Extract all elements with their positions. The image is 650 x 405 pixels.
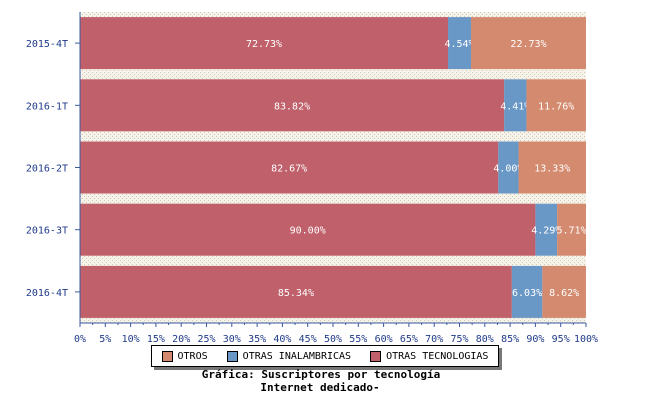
x-tick-label-6: 30% xyxy=(223,334,241,345)
data-label-2016-4t-otras-tecnologias: 85.34% xyxy=(278,288,314,299)
x-tick-label-5: 25% xyxy=(197,334,215,345)
data-label-2016-3t-otras-inalambricas: 4.29% xyxy=(531,226,561,237)
x-tick-label-18: 90% xyxy=(526,334,544,345)
bar-2016-1t-otras-tecnologias xyxy=(80,79,505,132)
y-tick-label-2015-4t: 2015-4T xyxy=(26,39,68,50)
x-tick-label-8: 40% xyxy=(273,334,291,345)
data-label-2016-3t-otros: 5.71% xyxy=(556,226,586,237)
x-tick-label-19: 95% xyxy=(552,334,570,345)
bar-2016-3t-otras-tecnologias xyxy=(80,203,536,256)
bar-2015-4t-otras-tecnologias xyxy=(80,17,449,70)
legend-item-otros: OTROS xyxy=(161,350,208,362)
x-tick-label-4: 20% xyxy=(172,334,190,345)
bar-2016-2t-otras-tecnologias xyxy=(80,141,499,194)
bar-2015-4t-otras-inalambricas xyxy=(448,17,471,70)
x-tick-label-14: 70% xyxy=(425,334,443,345)
x-tick-label-0: 0% xyxy=(74,334,86,345)
data-label-2015-4t-otras-inalambricas: 4.54% xyxy=(444,39,474,50)
legend: OTROS OTRAS INALAMBRICAS OTRAS TECNOLOGI… xyxy=(151,345,499,367)
x-tick-label-1: 5% xyxy=(99,334,111,345)
x-tick-label-17: 85% xyxy=(501,334,519,345)
bar-2016-1t-otras-inalambricas xyxy=(504,79,527,132)
y-tick-label-2016-2t: 2016-2T xyxy=(26,164,68,175)
data-label-2016-2t-otras-inalambricas: 4.00% xyxy=(493,164,523,175)
data-label-2015-4t-otras-tecnologias: 72.73% xyxy=(246,39,282,50)
x-tick-label-20: 100% xyxy=(574,334,598,345)
y-tick-label-2016-1t: 2016-1T xyxy=(26,101,68,112)
bar-2016-1t-otros xyxy=(526,79,586,132)
data-label-2016-2t-otros: 13.33% xyxy=(534,164,570,175)
data-label-2016-1t-otras-inalambricas: 4.41% xyxy=(500,101,530,112)
data-label-2015-4t-otros: 22.73% xyxy=(510,39,546,50)
legend-item-otras-inalambricas: OTRAS INALAMBRICAS xyxy=(226,350,352,362)
legend-item-otras-tecnologias: OTRAS TECNOLOGIAS xyxy=(370,350,489,362)
x-tick-label-3: 15% xyxy=(147,334,165,345)
legend-label-otras-tecnologias: OTRAS TECNOLOGIAS xyxy=(386,350,489,362)
legend-swatch-otras-inalambricas xyxy=(226,350,238,362)
data-label-2016-3t-otras-tecnologias: 90.00% xyxy=(290,226,326,237)
x-tick-label-7: 35% xyxy=(248,334,266,345)
bar-2016-3t-otras-inalambricas xyxy=(535,203,558,256)
chart-title: Gráfica: Suscriptores por tecnología xyxy=(201,368,441,381)
x-tick-label-9: 45% xyxy=(299,334,317,345)
legend-swatch-otras-tecnologias xyxy=(370,350,382,362)
x-tick-label-15: 75% xyxy=(450,334,468,345)
bar-2016-4t-otras-tecnologias xyxy=(80,265,512,318)
data-label-2016-4t-otras-inalambricas: 6.03% xyxy=(512,288,542,299)
bar-2016-4t-otros xyxy=(542,265,586,318)
data-label-2016-4t-otros: 8.62% xyxy=(549,288,579,299)
data-label-2016-1t-otras-tecnologias: 83.82% xyxy=(274,101,310,112)
x-tick-label-16: 80% xyxy=(476,334,494,345)
bar-2016-4t-otras-inalambricas xyxy=(511,265,543,318)
bar-2016-2t-otros xyxy=(518,141,586,194)
data-label-2016-1t-otros: 11.76% xyxy=(538,101,574,112)
x-tick-label-2: 10% xyxy=(122,334,140,345)
bar-2016-2t-otras-inalambricas xyxy=(498,141,519,194)
legend-label-otras-inalambricas: OTRAS INALAMBRICAS xyxy=(242,350,352,362)
chart-subtitle: Internet dedicado- xyxy=(260,381,380,394)
y-tick-label-2016-3t: 2016-3T xyxy=(26,226,68,237)
x-tick-label-13: 65% xyxy=(400,334,418,345)
bar-2015-4t-otros xyxy=(470,17,586,70)
x-tick-label-11: 55% xyxy=(349,334,367,345)
legend-label-otros: OTROS xyxy=(177,350,208,362)
x-tick-label-10: 50% xyxy=(324,334,342,345)
y-tick-label-2016-4t: 2016-4T xyxy=(26,288,68,299)
x-tick-label-12: 60% xyxy=(375,334,393,345)
data-label-2016-2t-otras-tecnologias: 82.67% xyxy=(271,164,307,175)
legend-swatch-otros xyxy=(161,350,173,362)
bar-2016-3t-otros xyxy=(557,203,586,256)
